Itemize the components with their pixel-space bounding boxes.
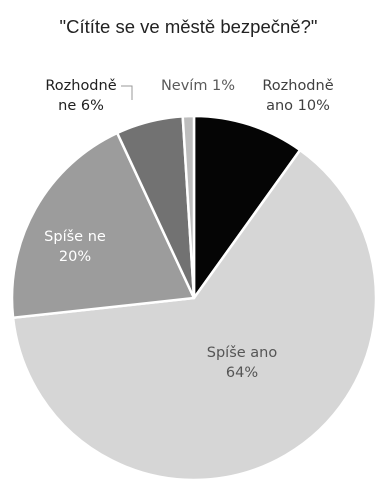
pie-slice-0 xyxy=(192,114,302,300)
pie-slice-2 xyxy=(10,131,196,320)
slice-label-0: Rozhodně ano 10% xyxy=(262,78,333,114)
leader-line xyxy=(121,85,133,100)
slice-label-3: Rozhodně ne 6% xyxy=(45,78,116,114)
slice-label-2: Spíše ne 20% xyxy=(44,229,106,265)
slice-label-4: Nevím 1% xyxy=(161,78,235,94)
pie-slice-1 xyxy=(11,148,377,482)
pie-slice-4 xyxy=(181,114,196,300)
slice-label-1: Spíše ano 64% xyxy=(207,345,278,381)
chart-title: "Cítíte se ve městě bezpečně?" xyxy=(59,16,318,37)
